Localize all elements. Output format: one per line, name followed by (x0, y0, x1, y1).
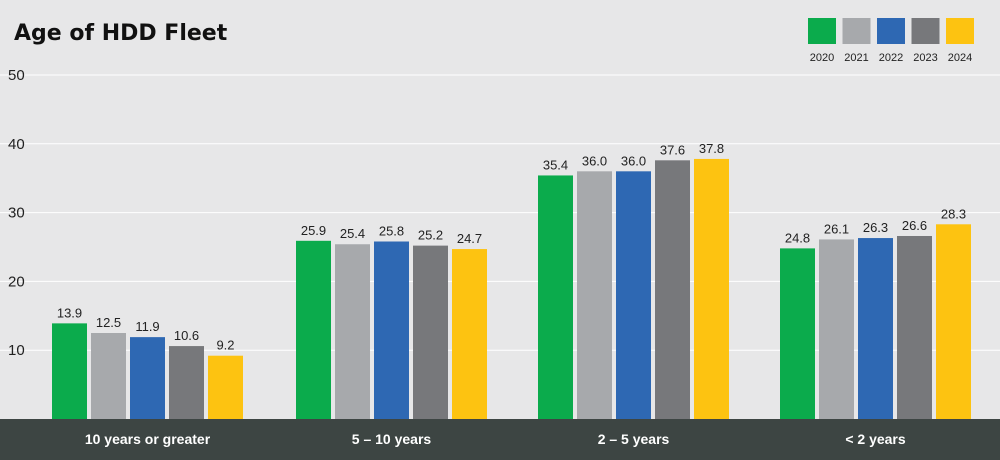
data-label: 37.8 (699, 141, 724, 156)
category-band (0, 419, 1000, 460)
bar-2020 (296, 240, 331, 419)
legend-label: 2020 (810, 52, 834, 64)
y-tick-label: 50 (8, 67, 25, 84)
category-axis: 10 years or greater 5 – 10 years 2 – 5 yea… (0, 419, 1000, 460)
data-label: 26.6 (902, 218, 927, 233)
category-label: 5 – 10 years (352, 431, 432, 447)
data-label: 25.8 (379, 223, 404, 238)
legend-label: 2023 (913, 52, 937, 64)
data-label: 10.6 (174, 328, 199, 343)
data-label: 25.4 (340, 226, 365, 241)
bar-2022 (858, 238, 893, 419)
legend-label: 2024 (948, 52, 972, 64)
legend-label: 2022 (879, 52, 903, 64)
data-label: 12.5 (96, 315, 121, 330)
bar-2021 (577, 171, 612, 419)
category-label: 10 years or greater (85, 431, 211, 447)
y-axis: 10 20 30 40 50 (8, 67, 25, 359)
category-label: 2 – 5 years (598, 431, 670, 447)
data-label: 35.4 (543, 157, 568, 172)
data-label: 9.2 (216, 338, 234, 353)
data-label: 25.9 (301, 223, 326, 238)
bar-2020 (780, 248, 815, 419)
bar-2022 (374, 241, 409, 419)
legend-swatch-2022 (877, 18, 905, 44)
y-tick-label: 10 (8, 342, 25, 359)
data-label: 36.0 (621, 153, 646, 168)
legend: 2020 2021 2022 2023 2024 (808, 18, 974, 64)
data-label: 13.9 (57, 305, 82, 320)
bar-2022 (130, 337, 165, 419)
bar-2021 (91, 333, 126, 419)
bar-2020 (52, 323, 87, 419)
legend-swatch-2020 (808, 18, 836, 44)
bar-2023 (655, 160, 690, 419)
y-tick-label: 40 (8, 136, 25, 153)
chart-title: Age of HDD Fleet (14, 21, 228, 46)
bar-2023 (169, 346, 204, 419)
bar-2024 (694, 158, 729, 419)
legend-swatch-2024 (946, 18, 974, 44)
bar-2022 (616, 171, 651, 419)
data-label: 11.9 (135, 319, 159, 334)
data-label: 28.3 (941, 206, 966, 221)
data-label: 24.8 (785, 230, 810, 245)
data-label: 24.7 (457, 231, 482, 246)
y-tick-label: 30 (8, 205, 25, 222)
bar-2023 (897, 235, 932, 419)
data-label: 26.1 (824, 221, 849, 236)
data-label: 36.0 (582, 153, 607, 168)
data-label: 26.3 (863, 220, 888, 235)
bar-2024 (452, 249, 487, 419)
bar-2023 (413, 245, 448, 419)
bars: 13.9 12.5 11.9 10.6 9.2 25.9 25.4 25.8 25.2 24.7 3… (52, 141, 971, 419)
category-label: < 2 years (845, 431, 906, 447)
bar-2021 (335, 244, 370, 419)
bar-2024 (936, 224, 971, 419)
legend-swatch-2023 (911, 18, 940, 44)
data-label: 25.2 (418, 228, 443, 243)
data-label: 37.6 (660, 142, 685, 157)
bar-2020 (538, 175, 573, 419)
legend-swatch-2021 (842, 18, 871, 44)
bar-2021 (819, 239, 854, 419)
legend-label: 2021 (844, 52, 868, 64)
y-tick-label: 20 (8, 273, 25, 290)
bar-2024 (208, 355, 243, 419)
